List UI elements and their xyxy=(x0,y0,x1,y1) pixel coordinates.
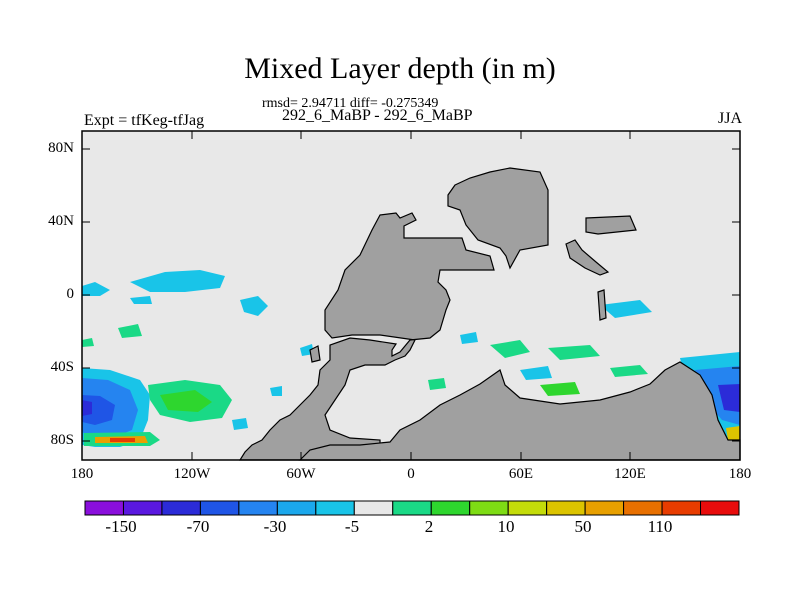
small-patch-4 xyxy=(460,332,478,344)
trop-pacific-blue-4 xyxy=(130,296,152,304)
map-title: Mixed Layer depth (in m) xyxy=(244,52,556,85)
s-pacific-east-green xyxy=(610,365,648,377)
lon-label-0: 0 xyxy=(407,466,415,482)
colorbar-box xyxy=(700,500,740,516)
lat-label-80n: 80N xyxy=(48,140,74,156)
colorbar-box xyxy=(392,500,432,516)
lon-label-60e: 60E xyxy=(508,466,534,482)
se-pacific-patch-inner xyxy=(718,384,740,412)
colorbar-label: 2 xyxy=(424,517,434,536)
s-indian-blue-2 xyxy=(600,300,652,318)
stats-text: rmsd= 2.94711 diff= -0.275349 xyxy=(262,96,439,111)
americas-landmass xyxy=(238,212,495,461)
colorbar-box xyxy=(469,500,509,516)
s-atlantic-green xyxy=(490,340,530,358)
colorbar-box xyxy=(122,500,163,516)
colorbar-box xyxy=(353,500,394,516)
colorbar-label: -30 xyxy=(263,517,287,536)
lon-label-180w: 180 xyxy=(70,466,94,482)
colorbar-box xyxy=(84,500,124,516)
colorbar-box xyxy=(584,500,625,516)
trop-pacific-blue-1 xyxy=(130,270,225,292)
land-masses xyxy=(238,167,741,461)
small-patch-1 xyxy=(232,418,248,430)
lat-label-40n: 40N xyxy=(48,213,74,229)
colorbar-box xyxy=(276,500,317,516)
trop-pacific-blue-2 xyxy=(82,282,110,296)
colorbar-box xyxy=(238,500,278,516)
africa-eurasia-landmass xyxy=(447,167,549,270)
small-island-1 xyxy=(565,239,610,276)
small-island-2 xyxy=(597,289,607,321)
s-indian-green-2 xyxy=(540,382,580,396)
colorbar-label: 10 xyxy=(497,517,515,536)
colorbar-label: 50 xyxy=(574,517,592,536)
colorbar-label: 110 xyxy=(647,517,673,536)
colorbar-box xyxy=(546,500,586,516)
colorbar-box xyxy=(199,500,240,516)
south-edge-red xyxy=(110,438,135,442)
small-patch-3 xyxy=(428,378,446,390)
colorbar-box xyxy=(315,500,355,516)
colorbar-box xyxy=(623,500,663,516)
lat-tick-marks xyxy=(82,148,740,442)
trop-pacific-green-2 xyxy=(82,338,94,347)
lon-label-120w: 120W xyxy=(173,466,211,482)
trop-pacific-green-1 xyxy=(118,324,142,338)
small-patch-2 xyxy=(270,386,282,396)
s-indian-blue-1 xyxy=(520,366,552,380)
colorbar-box xyxy=(430,500,471,516)
experiment-label: Expt = tfKeg-tfJag xyxy=(84,112,205,129)
se-pacific-warm xyxy=(726,426,740,440)
trop-pacific-blue-3 xyxy=(240,296,268,316)
colorbar xyxy=(84,500,740,516)
season-label: JJA xyxy=(718,110,743,127)
colorbar-box xyxy=(507,500,548,516)
lon-tick-marks xyxy=(191,131,631,460)
lon-label-180e: 180 xyxy=(728,466,752,482)
colorbar-box xyxy=(661,500,702,516)
colorbar-label: -150 xyxy=(105,517,137,536)
small-island-3 xyxy=(309,345,321,363)
lat-label-40s: 40S xyxy=(50,359,74,375)
lat-label-80s: 80S xyxy=(50,432,74,448)
lat-label-0: 0 xyxy=(66,286,75,302)
s-indian-green xyxy=(548,345,600,360)
colorbar-box xyxy=(161,500,201,516)
colorbar-label: -5 xyxy=(344,517,360,536)
map-subtitle: 292_6_MaBP - 292_6_MaBP xyxy=(282,107,473,124)
colorbar-label: -70 xyxy=(186,517,210,536)
lon-label-60w: 60W xyxy=(286,466,316,482)
south-pacific-green-inner xyxy=(160,390,212,412)
sw-pacific-deep xyxy=(82,400,92,416)
antarctic-landmass xyxy=(298,361,741,461)
lon-label-120e: 120E xyxy=(614,466,646,482)
north-landmass-right xyxy=(585,215,637,235)
